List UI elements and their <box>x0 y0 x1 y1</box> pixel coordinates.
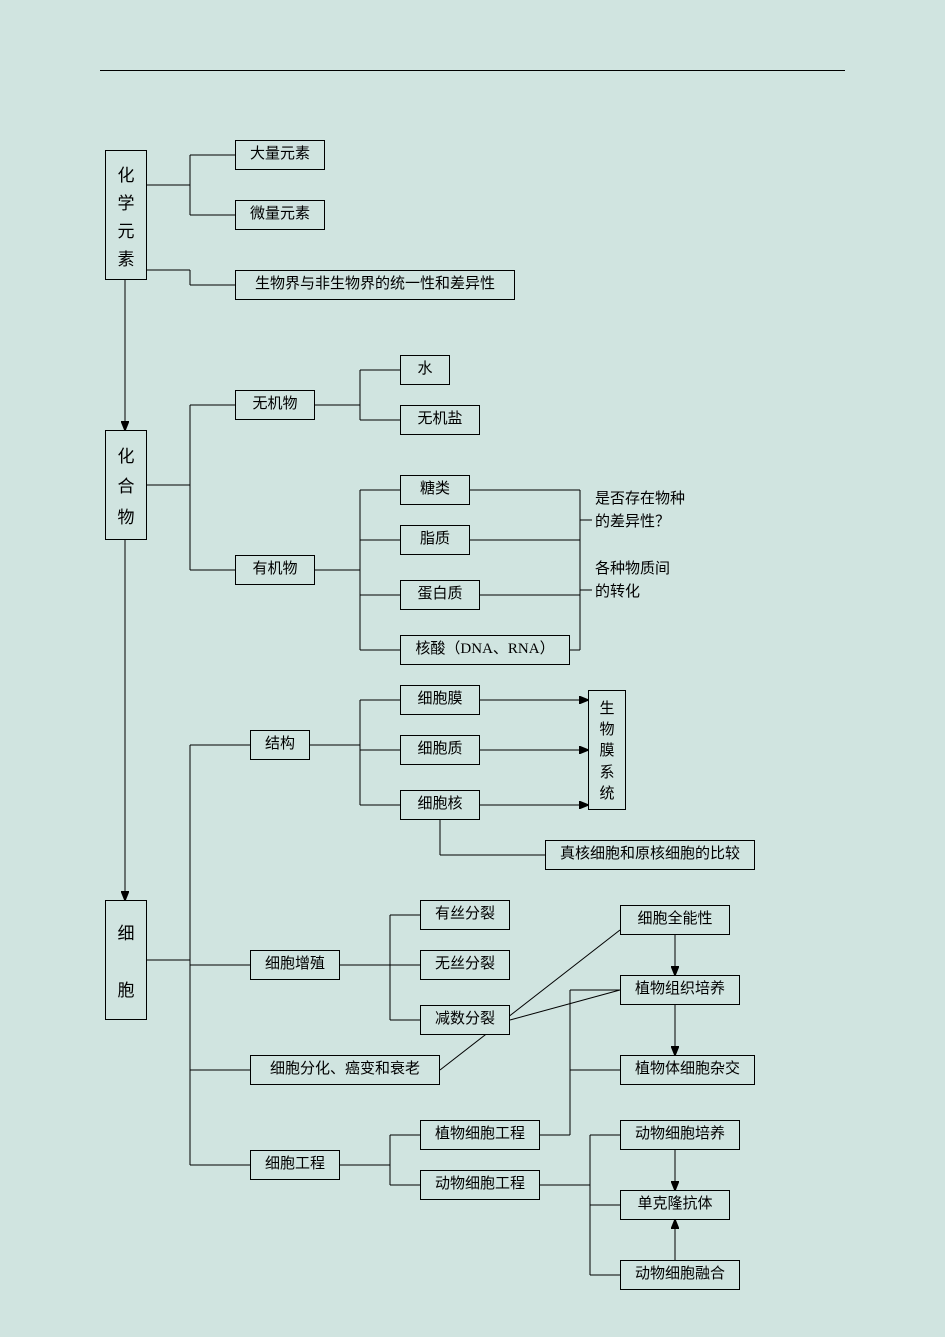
char: 化 <box>118 442 135 467</box>
node-plant-eng: 植物细胞工程 <box>420 1120 540 1150</box>
node-monoclonal: 单克隆抗体 <box>620 1190 730 1220</box>
node-protein: 蛋白质 <box>400 580 480 610</box>
char: 膜 <box>599 739 614 760</box>
node-bio-nonbio: 生物界与非生物界的统一性和差异性 <box>235 270 515 300</box>
node-cell-fusion: 动物细胞融合 <box>620 1260 740 1290</box>
char: 素 <box>118 245 135 270</box>
node-somatic-hyb: 植物体细胞杂交 <box>620 1055 755 1085</box>
node-nucleic: 核酸（DNA、RNA） <box>400 635 570 665</box>
node-mitosis: 有丝分裂 <box>420 900 510 930</box>
char: 元 <box>118 217 135 242</box>
node-tissue-cult: 植物组织培养 <box>620 975 740 1005</box>
char: 生 <box>599 697 614 718</box>
node-proliferation: 细胞增殖 <box>250 950 340 980</box>
char: 学 <box>118 189 135 214</box>
node-meiosis: 减数分裂 <box>420 1005 510 1035</box>
node-structure: 结构 <box>250 730 310 760</box>
char: 物 <box>118 503 135 528</box>
node-lipid: 脂质 <box>400 525 470 555</box>
node-trace-elem: 微量元素 <box>235 200 325 230</box>
node-major-elem: 大量元素 <box>235 140 325 170</box>
char: 物 <box>599 718 614 739</box>
node-organic: 有机物 <box>235 555 315 585</box>
char: 化 <box>118 161 135 186</box>
node-inorg-salt: 无机盐 <box>400 405 480 435</box>
node-sugar: 糖类 <box>400 475 470 505</box>
node-compound: 化 合 物 <box>105 430 147 540</box>
node-biomembrane: 生 物 膜 系 统 <box>588 690 626 810</box>
char: 细 <box>118 919 135 944</box>
node-amitosis: 无丝分裂 <box>420 950 510 980</box>
node-animal-eng: 动物细胞工程 <box>420 1170 540 1200</box>
node-nucleus: 细胞核 <box>400 790 480 820</box>
node-cell: 细 胞 <box>105 900 147 1020</box>
top-rule <box>100 70 845 71</box>
node-cell-eng: 细胞工程 <box>250 1150 340 1180</box>
node-inorganic: 无机物 <box>235 390 315 420</box>
node-diff-cancer: 细胞分化、癌变和衰老 <box>250 1055 440 1085</box>
char: 胞 <box>118 976 135 1001</box>
node-animal-cult: 动物细胞培养 <box>620 1120 740 1150</box>
char: 合 <box>118 472 135 497</box>
char: 统 <box>599 782 614 803</box>
char: 系 <box>599 761 614 782</box>
note-species-diff: 是否存在物种 的差异性？ <box>595 488 685 533</box>
node-compare: 真核细胞和原核细胞的比较 <box>545 840 755 870</box>
node-water: 水 <box>400 355 450 385</box>
node-cytoplasm: 细胞质 <box>400 735 480 765</box>
node-membrane: 细胞膜 <box>400 685 480 715</box>
node-totipotency: 细胞全能性 <box>620 905 730 935</box>
note-conversion: 各种物质间 的转化 <box>595 558 670 603</box>
node-chem-elem: 化 学 元 素 <box>105 150 147 280</box>
